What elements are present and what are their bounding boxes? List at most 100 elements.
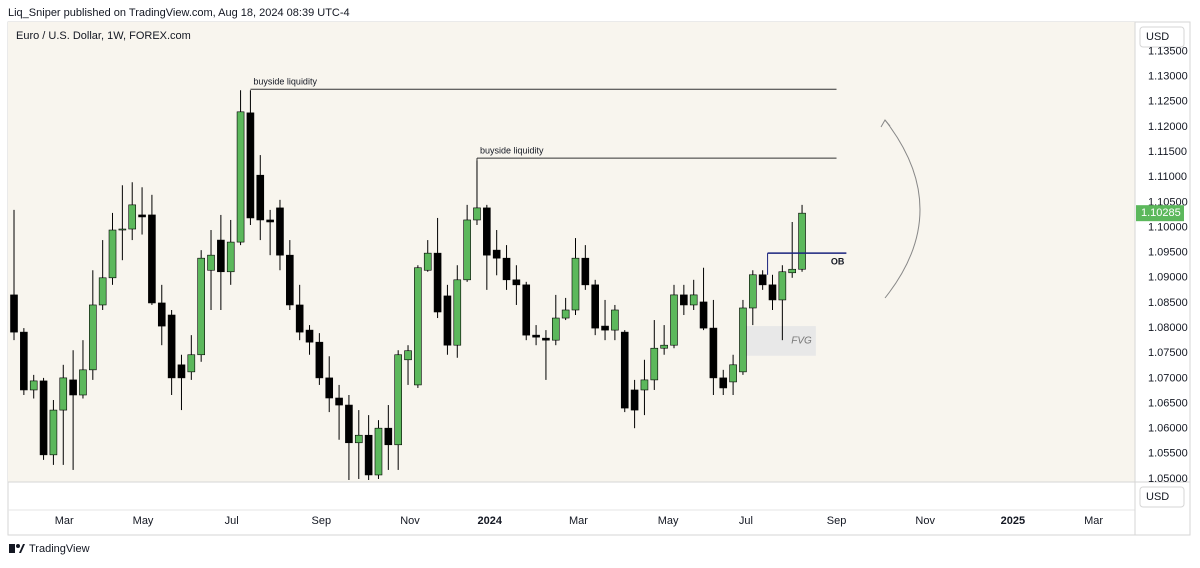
x-tick-label: 2024 xyxy=(478,515,503,527)
y-tick-label: 1.12000 xyxy=(1148,121,1188,133)
candle-body xyxy=(670,294,678,346)
x-tick-label: 2025 xyxy=(1001,515,1025,527)
y-tick-label: 1.07000 xyxy=(1148,372,1188,384)
candle-body xyxy=(630,389,639,411)
candle-body xyxy=(98,277,107,306)
fvg-zone xyxy=(739,326,816,356)
candle-body xyxy=(128,204,137,230)
candle-body xyxy=(522,284,531,336)
logo-mark xyxy=(19,544,25,553)
candle-body xyxy=(571,257,580,311)
candle-body xyxy=(778,271,787,301)
candle-body xyxy=(660,344,668,349)
currency-box[interactable] xyxy=(1139,486,1185,508)
candle-body xyxy=(315,341,324,379)
candle-body xyxy=(157,302,166,327)
candle-body xyxy=(148,214,156,304)
candle-body xyxy=(276,207,284,256)
y-tick-label: 1.06000 xyxy=(1148,423,1188,435)
y-tick-label: 1.11500 xyxy=(1148,146,1187,158)
candle-body xyxy=(433,252,442,313)
candle-body xyxy=(532,334,540,338)
arc-arrow xyxy=(884,119,921,299)
currency-label[interactable]: USD xyxy=(1146,491,1169,503)
candle-body xyxy=(10,294,18,333)
candle-body xyxy=(364,434,373,476)
candle-body xyxy=(384,427,393,446)
x-tick-label: Sep xyxy=(312,515,332,527)
y-tick-label: 1.07500 xyxy=(1148,347,1188,359)
candle-body xyxy=(79,369,87,396)
candle-body xyxy=(29,380,38,391)
candle-body xyxy=(69,379,77,396)
x-tick-label: May xyxy=(658,515,679,527)
candle-body xyxy=(345,404,353,444)
candle-body xyxy=(246,112,255,219)
byline: Liq_Sniper published on TradingView.com,… xyxy=(8,7,350,19)
candle-body xyxy=(483,207,491,256)
candle-body xyxy=(689,294,698,306)
candle-body xyxy=(788,268,797,274)
y-tick-label: 1.09500 xyxy=(1148,247,1188,259)
candle-body xyxy=(591,284,599,329)
y-tick-label: 1.09000 xyxy=(1148,272,1188,284)
y-tick-label: 1.10000 xyxy=(1148,221,1188,233)
arrow-head xyxy=(880,119,891,128)
annotation-label: buyside liquidity xyxy=(253,77,317,87)
x-tick-label: Sep xyxy=(827,515,847,527)
candle-body xyxy=(217,239,225,273)
candle-body xyxy=(197,257,205,356)
candle-body xyxy=(758,274,767,286)
candle-body xyxy=(354,434,363,444)
candle-body xyxy=(650,347,659,381)
candle-body xyxy=(236,111,245,243)
footer-text: TradingView xyxy=(29,543,90,555)
candle-body xyxy=(473,207,481,221)
candle-body xyxy=(719,377,728,389)
candle-body xyxy=(551,317,560,341)
candle-body xyxy=(512,279,521,286)
candle-body xyxy=(542,337,550,341)
x-tick-label: Mar xyxy=(55,515,74,527)
y-tick-label: 1.05000 xyxy=(1148,473,1188,485)
candle-body xyxy=(640,379,649,391)
candle-body xyxy=(266,219,274,223)
annotation-label: buyside liquidity xyxy=(480,145,544,155)
zone-label: FVG xyxy=(791,336,812,347)
candle-body xyxy=(423,252,432,271)
candle-body xyxy=(581,257,590,286)
currency-label[interactable]: USD xyxy=(1146,31,1169,43)
y-tick-label: 1.05500 xyxy=(1148,448,1188,460)
candle-body xyxy=(335,397,343,406)
candle-body xyxy=(286,254,294,306)
candle-body xyxy=(748,274,757,309)
currency-box[interactable] xyxy=(1139,26,1185,48)
footer-logo: TradingView xyxy=(9,543,90,555)
candle-body xyxy=(611,309,619,331)
logo-mark xyxy=(9,544,15,553)
candle-body xyxy=(739,307,747,373)
last-price-box xyxy=(1136,205,1184,222)
x-tick-label: Mar xyxy=(1084,515,1103,527)
candle-body xyxy=(226,241,235,273)
candle-body xyxy=(502,257,511,281)
candle-body xyxy=(601,325,609,331)
candle-body xyxy=(59,377,68,411)
candle-body xyxy=(798,212,806,270)
candle-body xyxy=(453,279,462,346)
y-tick-label: 1.06500 xyxy=(1148,397,1188,409)
candle-body xyxy=(404,350,412,361)
candle-body xyxy=(768,284,777,301)
candle-body xyxy=(561,309,570,319)
logo-mark xyxy=(16,544,20,548)
candle-body xyxy=(394,354,402,446)
candle-body xyxy=(39,380,48,456)
candle-body xyxy=(108,229,117,279)
candle-body xyxy=(620,331,629,409)
candle-body xyxy=(295,304,304,333)
plot-area xyxy=(8,22,1135,482)
x-tick-label: May xyxy=(133,515,154,527)
x-tick-label: Nov xyxy=(915,515,935,527)
candle-body xyxy=(463,219,471,281)
